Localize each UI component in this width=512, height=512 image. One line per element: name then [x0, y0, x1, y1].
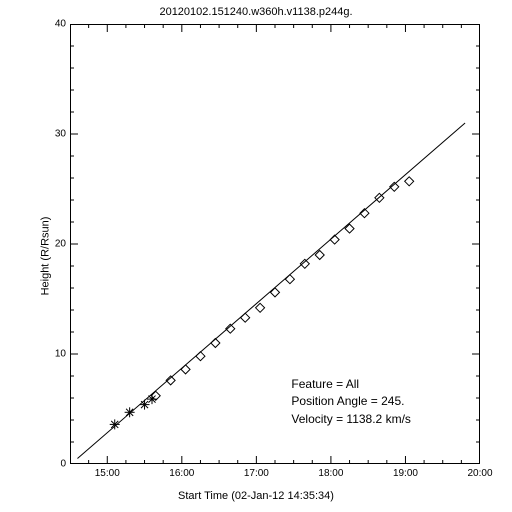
- y-tick-label: 10: [44, 349, 66, 360]
- x-tick-label: 17:00: [244, 468, 269, 479]
- diamond-marker: [285, 275, 294, 284]
- diamond-marker: [256, 303, 265, 312]
- diamond-marker: [271, 288, 280, 297]
- plot-area: [70, 24, 480, 464]
- star-marker: [140, 400, 150, 410]
- info-velocity: Velocity = 1138.2 km/s: [291, 411, 411, 428]
- x-tick-label: 15:00: [95, 468, 120, 479]
- y-tick-label: 20: [44, 239, 66, 250]
- y-axis-label: Height (R/Rsun): [39, 217, 51, 296]
- x-tick-label: 20:00: [467, 468, 492, 479]
- y-tick-label: 0: [44, 459, 66, 470]
- info-position-angle: Position Angle = 245.: [291, 393, 411, 410]
- diamond-marker: [241, 313, 250, 322]
- y-tick-label: 30: [44, 129, 66, 140]
- info-box: Feature = All Position Angle = 245. Velo…: [291, 376, 411, 428]
- info-feature: Feature = All: [291, 376, 411, 393]
- diamond-marker: [405, 177, 414, 186]
- diamond-marker: [181, 365, 190, 374]
- chart-title: 20120102.151240.w360h.v1138.p244g.: [0, 6, 512, 18]
- x-tick-label: 18:00: [318, 468, 343, 479]
- star-marker: [110, 419, 120, 429]
- x-axis-label: Start Time (02-Jan-12 14:35:34): [0, 490, 512, 502]
- diamond-marker: [211, 339, 220, 348]
- star-marker: [125, 407, 135, 417]
- chart-container: { "chart": { "type": "scatter+line", "ti…: [0, 0, 512, 512]
- y-tick-label: 40: [44, 19, 66, 30]
- x-tick-label: 19:00: [393, 468, 418, 479]
- x-tick-label: 16:00: [169, 468, 194, 479]
- plot-svg: [70, 24, 480, 464]
- diamond-marker: [196, 352, 205, 361]
